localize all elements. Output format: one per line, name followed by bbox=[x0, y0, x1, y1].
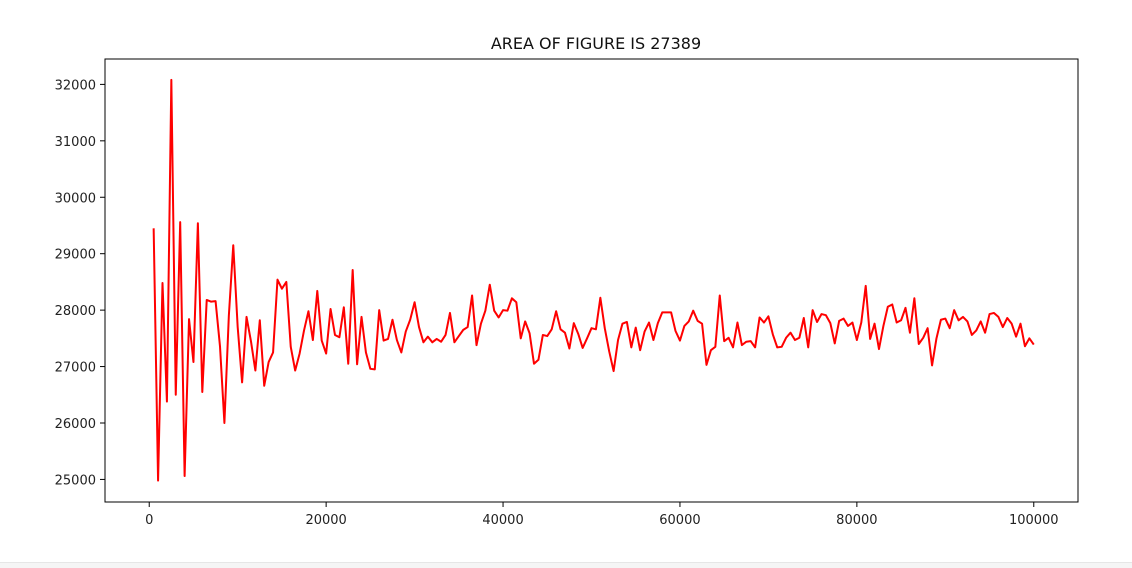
x-tick-label: 60000 bbox=[659, 513, 700, 528]
plot-frame bbox=[104, 58, 1079, 503]
y-tick-label: 28000 bbox=[55, 304, 96, 319]
y-tick-label: 26000 bbox=[55, 417, 96, 432]
y-tick-label: 30000 bbox=[55, 191, 96, 206]
y-tick-label: 27000 bbox=[55, 361, 96, 376]
series-layer bbox=[152, 78, 1035, 482]
y-tick-label: 25000 bbox=[55, 473, 96, 488]
y-tick-label: 32000 bbox=[55, 78, 96, 93]
bottom-scroll-strip bbox=[0, 562, 1132, 568]
y-axis: 25000 26000 27000 28000 29000 30000 31000 32000 bbox=[55, 78, 105, 488]
x-tick-label: 100000 bbox=[1009, 513, 1059, 528]
x-tick-label: 40000 bbox=[482, 513, 523, 528]
x-tick-label: 80000 bbox=[836, 513, 877, 528]
x-axis: 0 20000 40000 60000 80000 100000 bbox=[145, 502, 1059, 528]
series-line-0 bbox=[152, 78, 1035, 482]
chart-title: AREA OF FIGURE IS 27389 bbox=[491, 34, 701, 53]
x-tick-label: 0 bbox=[145, 513, 153, 528]
y-tick-label: 31000 bbox=[55, 135, 96, 150]
y-tick-label: 29000 bbox=[55, 248, 96, 263]
x-tick-label: 20000 bbox=[305, 513, 346, 528]
